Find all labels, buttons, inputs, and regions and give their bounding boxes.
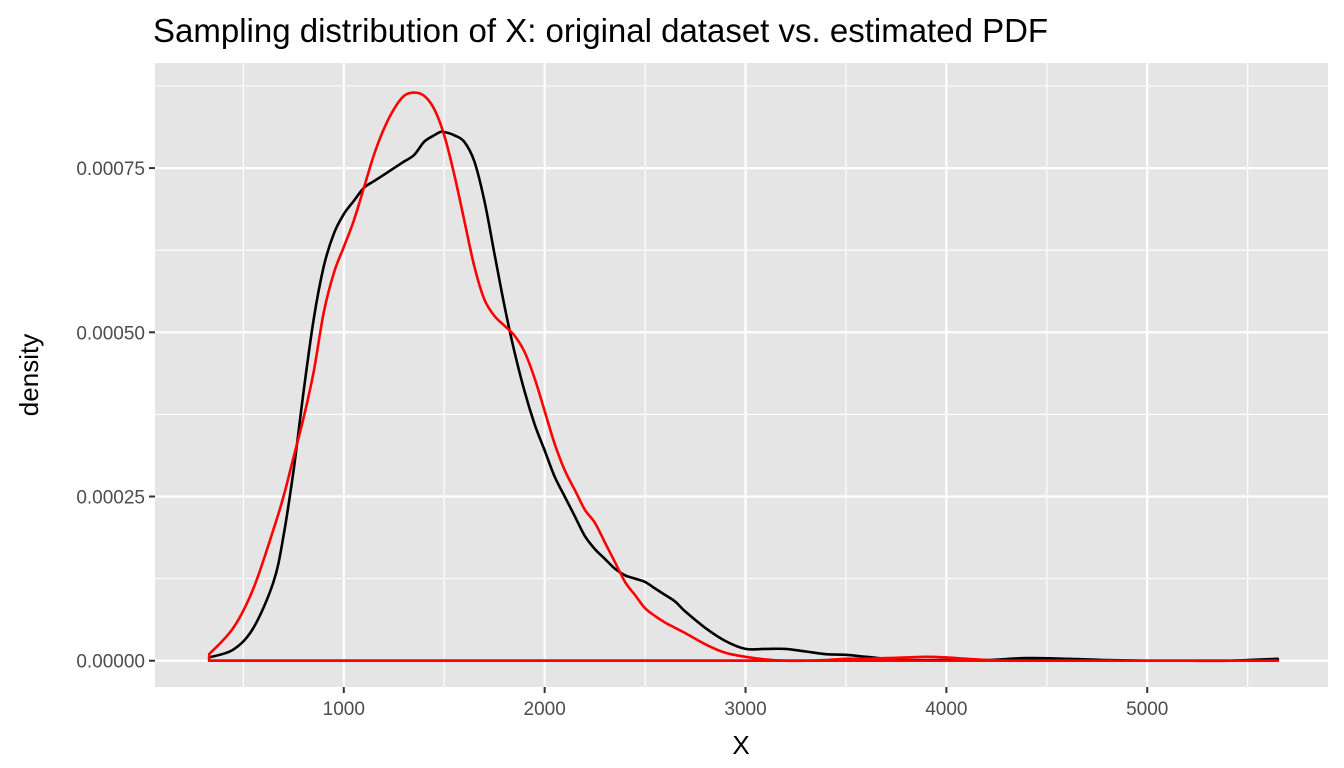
y-tick-label: 0.00075 — [76, 159, 145, 180]
x-tick-label: 3000 — [724, 699, 766, 720]
chart-title: Sampling distribution of X: original dat… — [153, 12, 1048, 49]
x-tick-label: 4000 — [925, 699, 967, 720]
y-tick-label: 0.00050 — [76, 323, 145, 344]
x-tick-label: 1000 — [323, 699, 365, 720]
density-curve-1 — [207, 130, 1280, 663]
x-axis-title: X — [732, 730, 749, 760]
x-tick-label: 2000 — [524, 699, 566, 720]
y-axis-title: density — [14, 334, 44, 416]
y-tick-label: 0.00000 — [76, 652, 145, 673]
x-tick-label: 5000 — [1126, 699, 1168, 720]
density-curves — [207, 91, 1280, 663]
y-tick-label: 0.00025 — [76, 488, 145, 509]
y-axis: 0.00000 0.00025 0.00050 0.00075 — [76, 159, 155, 673]
density-curve-2 — [207, 91, 1280, 663]
plot-panel — [155, 63, 1328, 687]
x-axis: 1000 2000 3000 4000 5000 — [323, 687, 1168, 720]
